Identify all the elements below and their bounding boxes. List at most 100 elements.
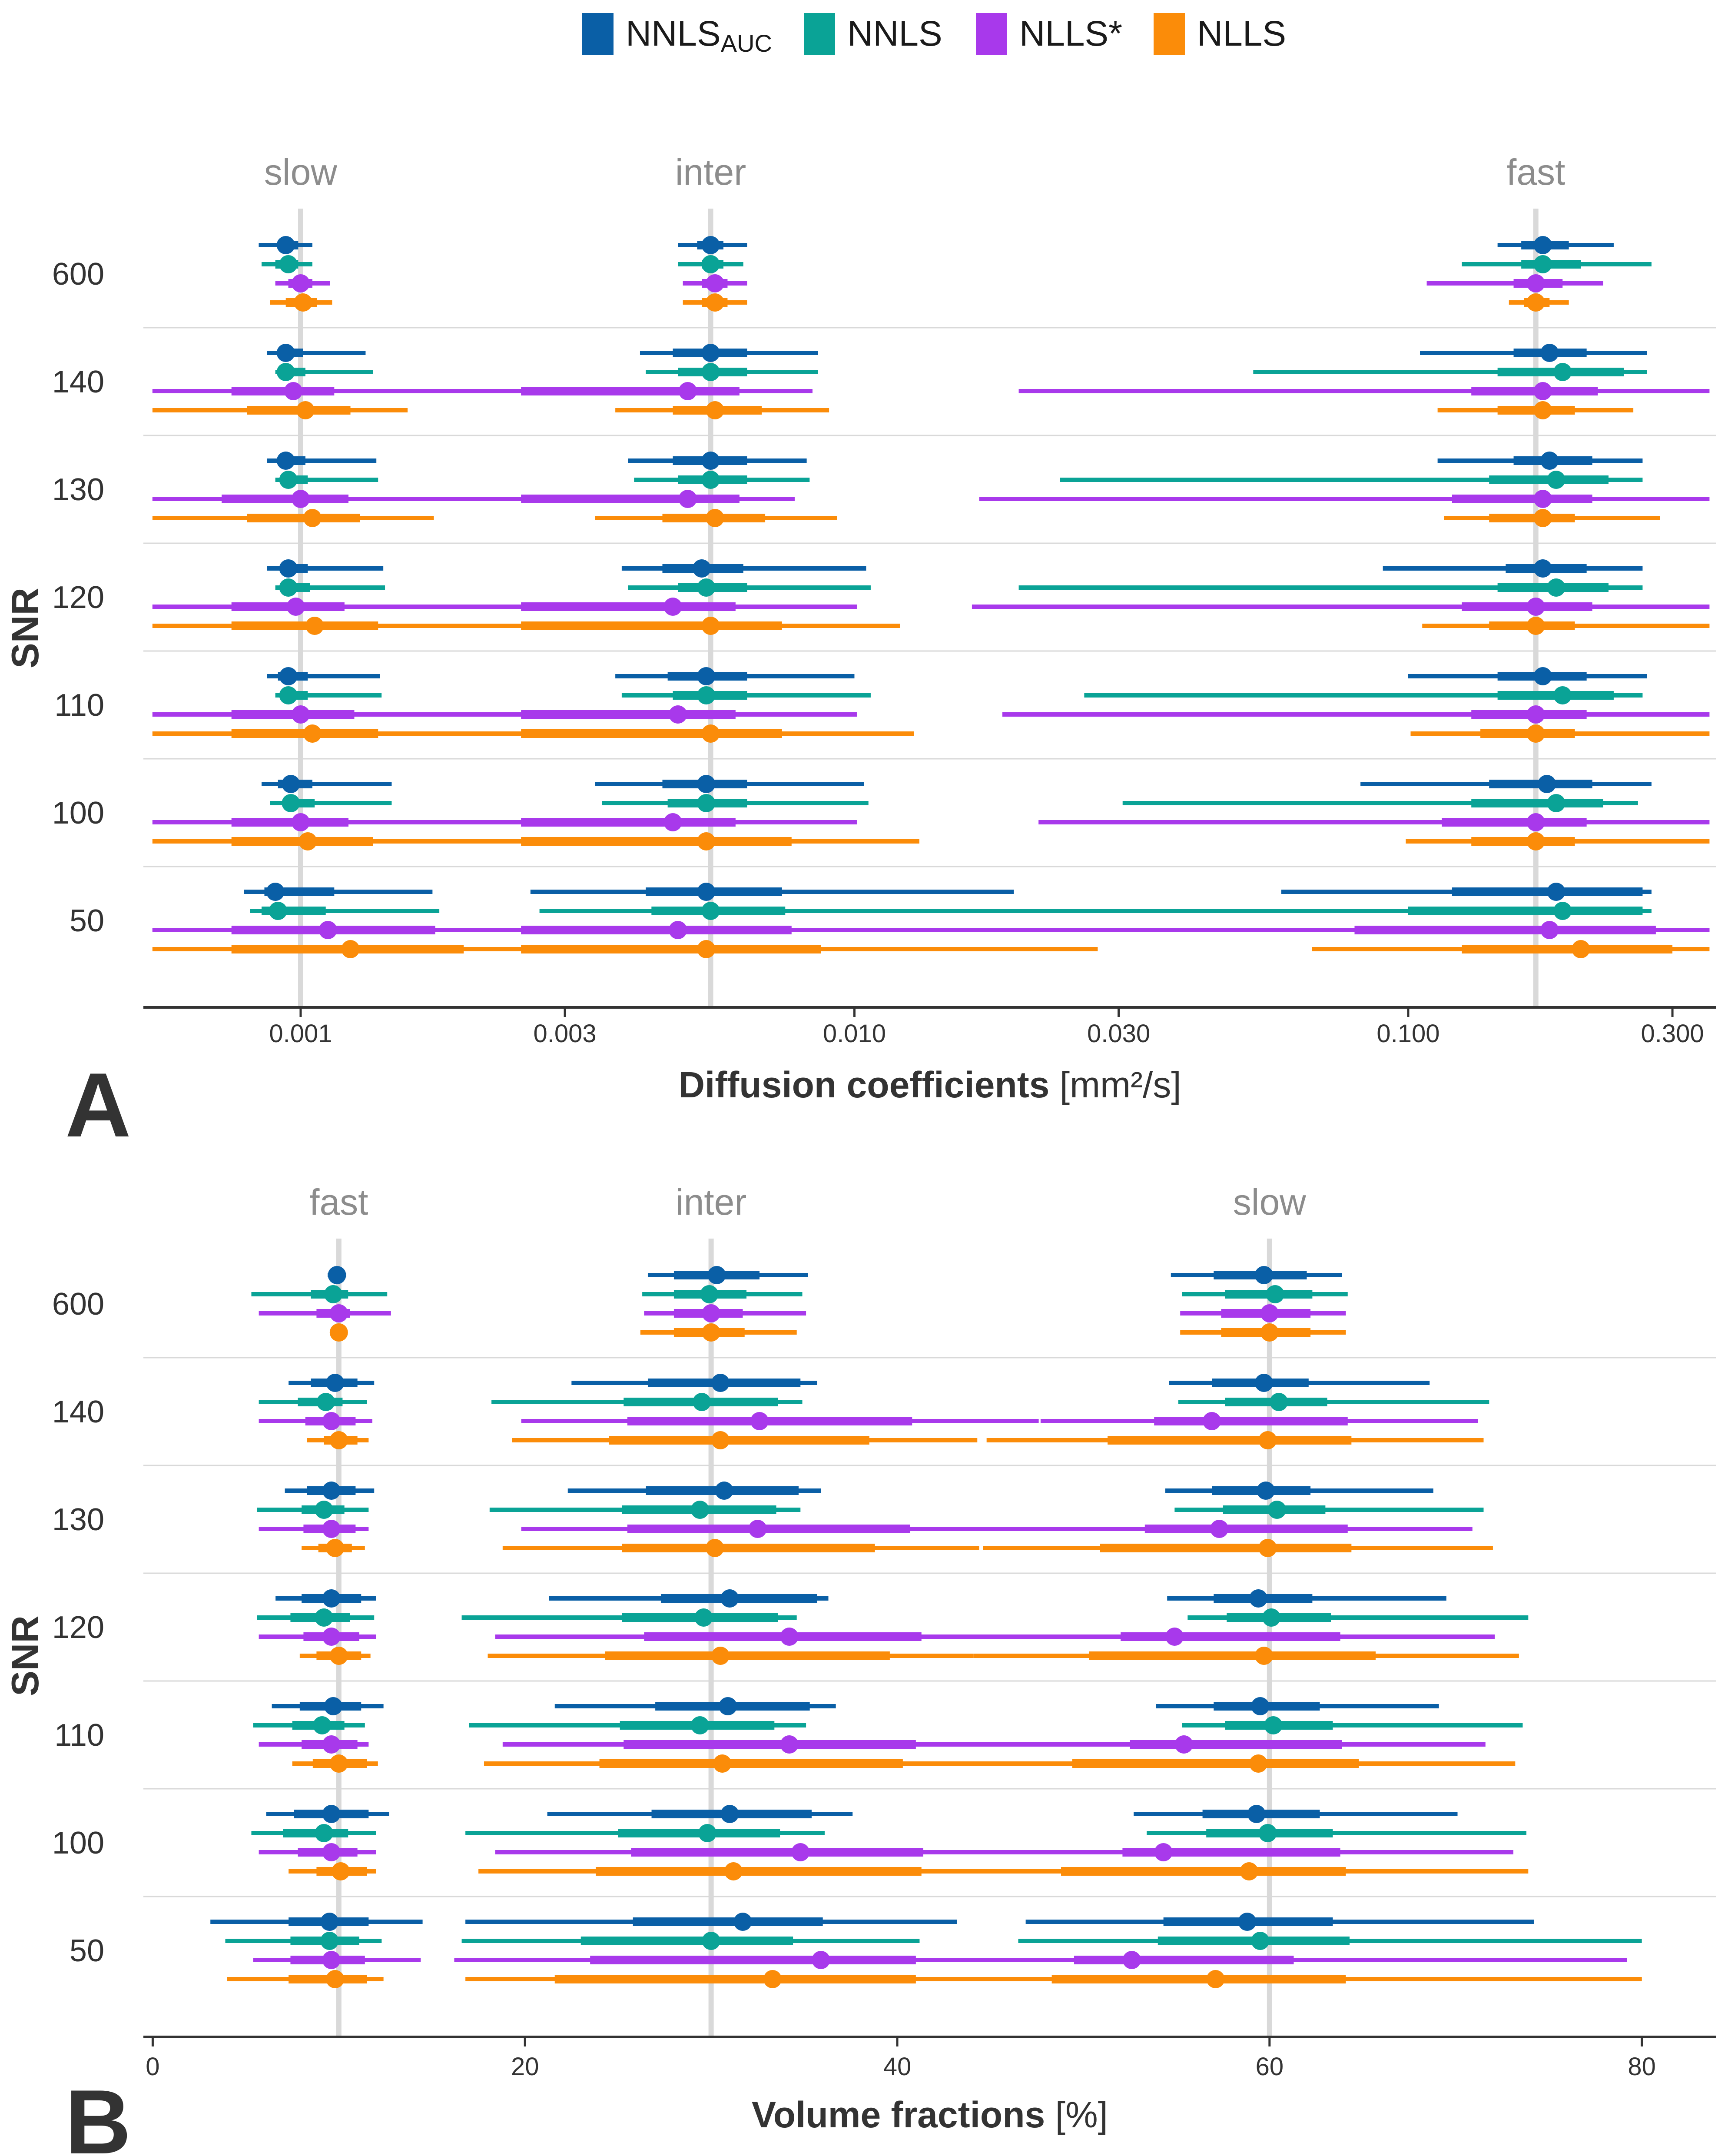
snr-label-110: 110	[54, 688, 104, 723]
median-point-nnls-slow-snr600	[1266, 1285, 1284, 1303]
median-point-nnls_auc-slow-snr130	[276, 452, 295, 470]
median-point-nnls-inter-snr50	[702, 1932, 720, 1950]
median-point-nllsstar-inter-snr600	[702, 1304, 720, 1322]
median-point-nnls-fast-snr120	[1547, 578, 1565, 597]
median-point-nlls-fast-snr120	[1526, 617, 1545, 635]
median-point-nllsstar-inter-snr110	[780, 1735, 799, 1754]
median-point-nnls_auc-slow-snr120	[279, 559, 298, 578]
x-tick-label: 0.300	[1641, 1020, 1704, 1048]
snr-label-50: 50	[70, 1933, 104, 1968]
median-point-nllsstar-inter-snr140	[750, 1412, 769, 1430]
snr-label-600: 600	[52, 257, 104, 292]
median-point-nnls-fast-snr100	[315, 1824, 333, 1842]
median-point-nllsstar-fast-snr100	[1526, 813, 1545, 831]
median-point-nnls_auc-fast-snr100	[1538, 775, 1556, 793]
median-point-nnls_auc-fast-snr120	[1533, 559, 1552, 578]
snr-label-600: 600	[52, 1287, 104, 1322]
median-point-nnls_auc-slow-snr600	[276, 236, 295, 254]
median-point-nnls_auc-inter-snr50	[697, 883, 716, 901]
median-point-nnls-slow-snr110	[1264, 1716, 1283, 1734]
median-point-nnls_auc-fast-snr600	[1533, 236, 1552, 254]
median-point-nllsstar-slow-snr600	[1260, 1304, 1279, 1322]
x-tick-label: 0.100	[1376, 1020, 1439, 1048]
median-point-nllsstar-fast-snr140	[1533, 382, 1552, 400]
median-point-nnls_auc-slow-snr110	[279, 667, 298, 685]
median-point-nnls_auc-inter-snr110	[697, 667, 716, 685]
median-point-nllsstar-inter-snr120	[780, 1628, 799, 1646]
median-point-nnls_auc-fast-snr50	[1547, 883, 1565, 901]
panel-a-group-labels: slow inter fast	[264, 152, 1565, 193]
x-tick-label: 0	[146, 2053, 159, 2081]
panel-a: 0.001 0.003 0.010 0.030 0.100 0.300 600 140 130…	[3, 152, 1716, 1156]
median-point-nlls-fast-snr50	[326, 1970, 345, 1988]
median-point-nnls-inter-snr110	[697, 686, 716, 704]
median-point-nnls-slow-snr50	[269, 902, 287, 920]
group-label-fast: fast	[309, 1182, 368, 1223]
median-point-nnls_auc-fast-snr600	[328, 1266, 346, 1284]
median-point-nlls-fast-snr110	[1526, 724, 1545, 743]
median-point-nnls-slow-snr120	[1262, 1608, 1281, 1627]
median-point-nlls-inter-snr50	[763, 1970, 782, 1988]
median-point-nllsstar-fast-snr100	[322, 1843, 341, 1861]
median-point-nnls_auc-fast-snr110	[324, 1697, 342, 1715]
median-point-nnls-slow-snr100	[282, 794, 300, 812]
median-point-nnls-fast-snr140	[316, 1393, 335, 1411]
median-point-nnls_auc-fast-snr110	[1533, 667, 1552, 685]
median-point-nnls_auc-slow-snr140	[276, 344, 295, 362]
median-point-nlls-inter-snr600	[706, 293, 724, 312]
median-point-nlls-slow-snr600	[1260, 1323, 1279, 1342]
median-point-nllsstar-slow-snr130	[1210, 1520, 1229, 1538]
median-point-nnls_auc-inter-snr600	[701, 236, 720, 254]
median-point-nnls_auc-slow-snr600	[1254, 1266, 1273, 1284]
legend-label-3: NLLS	[1197, 14, 1286, 53]
median-point-nlls-fast-snr130	[326, 1539, 345, 1557]
median-point-nlls-inter-snr130	[706, 1539, 724, 1557]
median-point-nlls-inter-snr140	[706, 401, 724, 419]
median-point-nnls_auc-inter-snr50	[733, 1913, 752, 1931]
x-tick-label: 20	[511, 2053, 539, 2081]
median-point-nnls-fast-snr110	[1553, 686, 1572, 704]
snr-label-130: 130	[52, 472, 104, 507]
snr-label-100: 100	[52, 796, 104, 831]
median-point-nllsstar-fast-snr600	[1526, 274, 1545, 292]
median-point-nlls-fast-snr140	[329, 1431, 348, 1449]
median-point-nnls_auc-fast-snr100	[322, 1805, 341, 1823]
median-point-nnls-slow-snr600	[279, 255, 298, 273]
x-tick-label: 0.030	[1087, 1020, 1150, 1048]
median-point-nllsstar-inter-snr100	[791, 1843, 810, 1861]
median-point-nnls-fast-snr100	[1547, 794, 1565, 812]
median-point-nllsstar-inter-snr120	[663, 598, 682, 616]
panel-a-label: A	[65, 1054, 131, 1156]
median-point-nlls-slow-snr130	[303, 509, 322, 527]
group-label-slow: slow	[1233, 1182, 1306, 1223]
median-point-nnls-slow-snr100	[1258, 1824, 1277, 1842]
group-label-inter: inter	[675, 152, 746, 193]
median-point-nnls_auc-fast-snr120	[322, 1589, 341, 1608]
median-point-nnls_auc-slow-snr100	[282, 775, 300, 793]
median-point-nllsstar-inter-snr600	[706, 274, 724, 292]
median-point-nnls-slow-snr140	[276, 363, 295, 381]
panel-b-y-axis-title: SNR	[3, 1615, 46, 1696]
median-point-nlls-slow-snr50	[1206, 1970, 1225, 1988]
legend-swatch-3	[1154, 13, 1185, 55]
median-point-nnls-fast-snr140	[1553, 363, 1572, 381]
median-point-nnls_auc-inter-snr110	[719, 1697, 737, 1715]
legend-swatch-2	[976, 13, 1007, 55]
group-label-inter: inter	[676, 1182, 746, 1223]
x-tick-label: 80	[1628, 2053, 1656, 2081]
median-point-nnls_auc-slow-snr130	[1257, 1482, 1275, 1500]
median-point-nlls-inter-snr120	[701, 617, 720, 635]
median-point-nnls_auc-fast-snr140	[1540, 344, 1559, 362]
median-point-nnls_auc-inter-snr120	[693, 559, 711, 578]
median-point-nnls-inter-snr130	[690, 1501, 709, 1519]
median-point-nllsstar-slow-snr100	[1154, 1843, 1173, 1861]
median-point-nlls-slow-snr120	[1254, 1647, 1273, 1665]
snr-label-100: 100	[52, 1826, 104, 1860]
median-point-nnls-inter-snr120	[694, 1608, 713, 1627]
median-point-nlls-fast-snr130	[1533, 509, 1552, 527]
x-tick-label: 0.010	[823, 1020, 886, 1048]
median-point-nnls-inter-snr600	[701, 255, 720, 273]
panel-b-group-labels: fast inter slow	[309, 1182, 1306, 1223]
median-point-nllsstar-inter-snr50	[812, 1951, 830, 1969]
median-point-nllsstar-fast-snr50	[1540, 921, 1559, 939]
